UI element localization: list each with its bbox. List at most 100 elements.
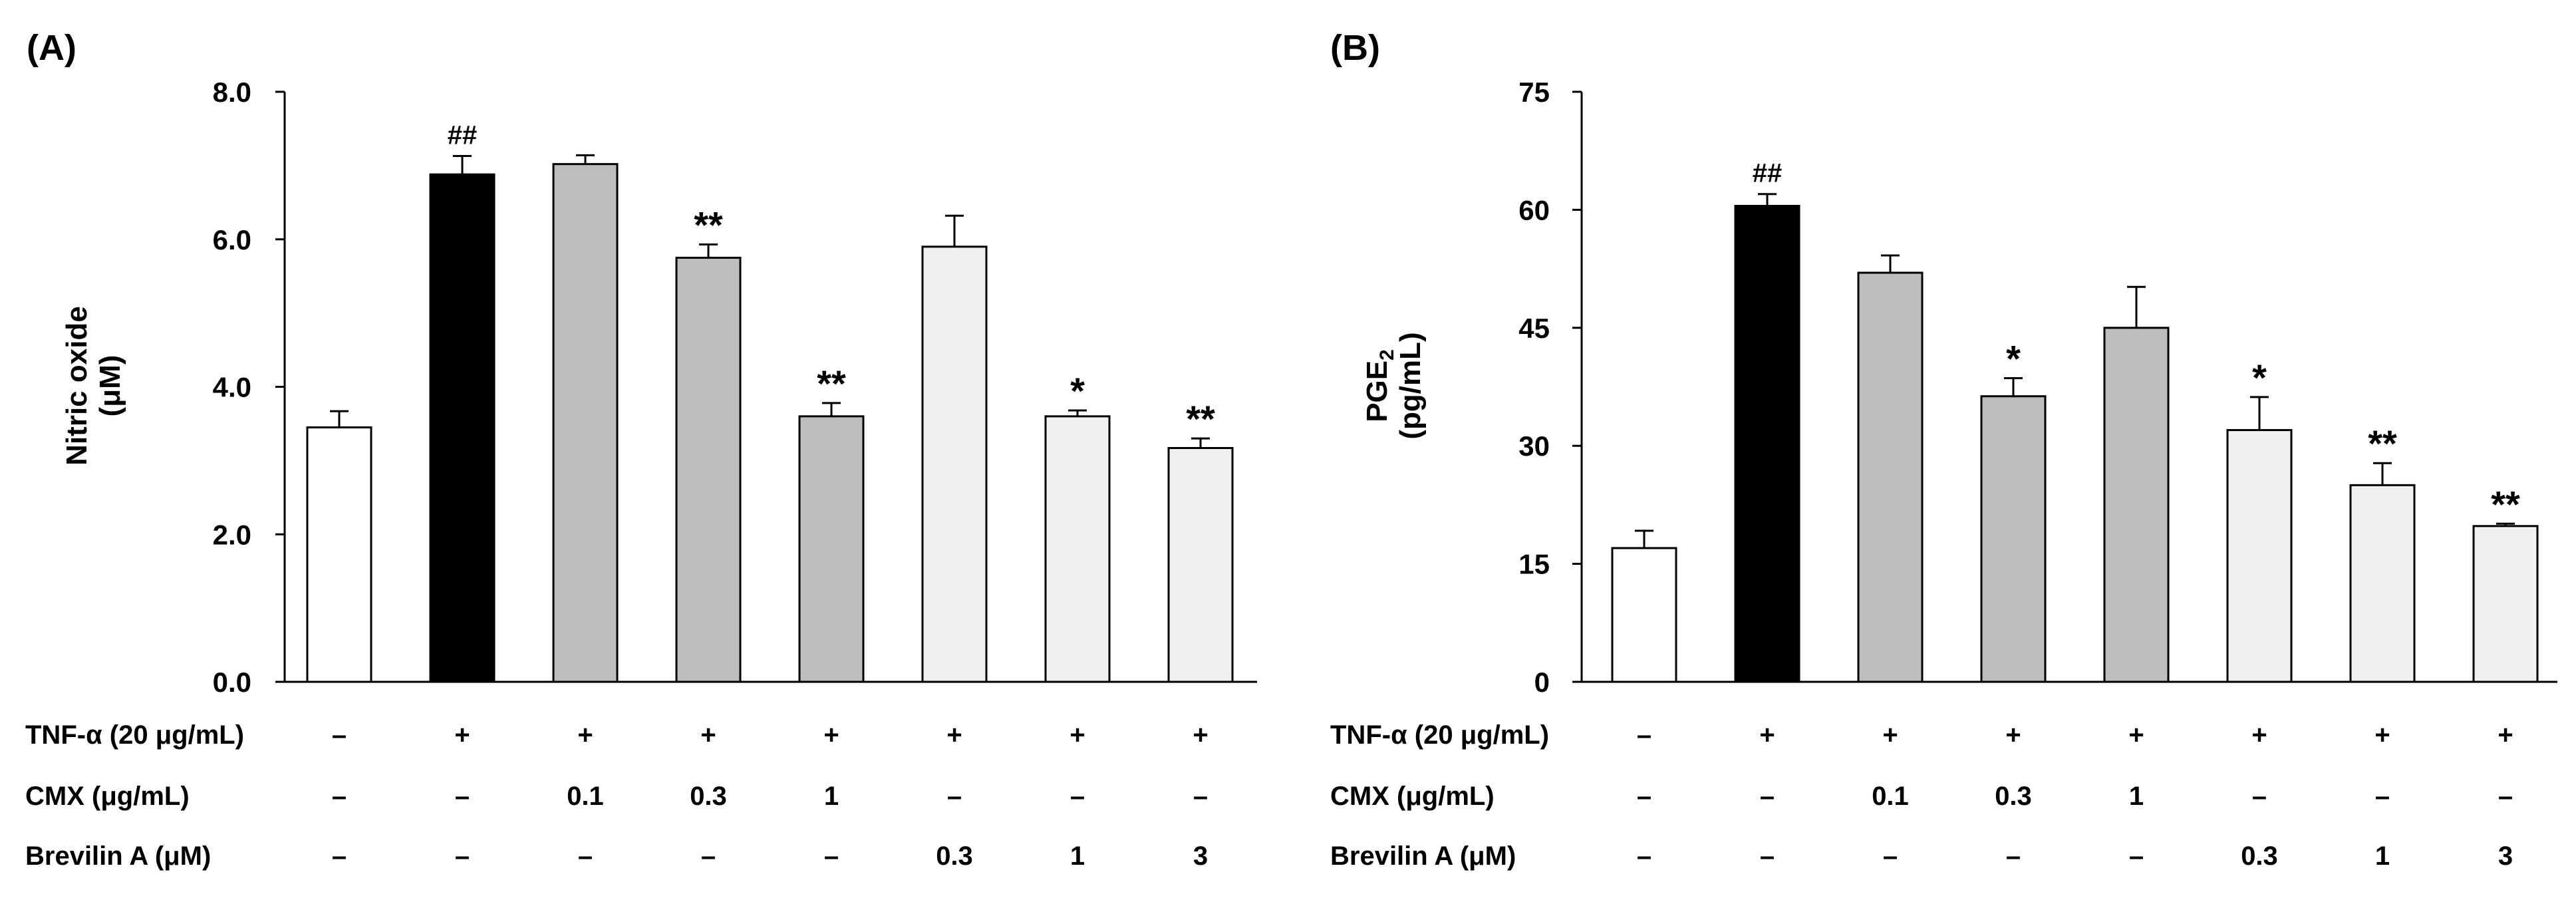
- panel-b-y-tick-label: 45: [1518, 313, 1550, 344]
- panel-a-condition-value: +: [577, 720, 593, 750]
- panel-a-condition-value: –: [1070, 782, 1085, 811]
- panel-a-bar: [429, 173, 496, 683]
- panel-a-condition-value: –: [455, 841, 470, 871]
- panel-b-condition-value: +: [2374, 720, 2390, 750]
- panel-a-y-tick-label: 8.0: [213, 76, 251, 108]
- panel-a-y-tick-label: 2.0: [213, 519, 251, 550]
- panel-a-bar: [798, 415, 865, 683]
- panel-b-significance-label: **: [2491, 483, 2520, 525]
- y-axis-title-subscript: 2: [1376, 349, 1398, 361]
- panel-b-condition-value: +: [2005, 720, 2021, 750]
- panel-b-bar: [2226, 429, 2293, 683]
- panel-a-condition-value: +: [946, 720, 962, 750]
- panel-a-condition-value: +: [823, 720, 839, 750]
- panel-b-condition-value: –: [2006, 841, 2021, 871]
- panel-a-condition-value: –: [947, 782, 962, 811]
- panel-b-y-tick-label: 75: [1518, 76, 1550, 108]
- panel-b-condition-label: TNF-α (20 μg/mL): [1330, 720, 1549, 750]
- panel-a-condition-value: +: [1193, 720, 1208, 750]
- panel-b-significance-label: **: [2368, 422, 2397, 464]
- panel-b-condition-value: 0.1: [1872, 782, 1909, 811]
- panel-b-condition-value: 3: [2498, 841, 2513, 871]
- panel-b-condition-value: –: [1637, 782, 1651, 811]
- panel-b-condition-value: –: [1760, 841, 1775, 871]
- panel-a-significance-label: **: [1186, 398, 1215, 440]
- panel-b-bar: [1857, 271, 1924, 683]
- panel-b-condition-value: +: [2498, 720, 2513, 750]
- panel-a-y-tick-label: 6.0: [213, 224, 251, 255]
- panel-b-condition-value: +: [2128, 720, 2144, 750]
- panel-b-bar: [2472, 525, 2539, 683]
- y-axis-title-line1: PGE: [1361, 361, 1393, 422]
- panel-a-condition-value: +: [700, 720, 716, 750]
- panel-b-y-axis-title: PGE2(pg/mL): [1361, 332, 1427, 439]
- panel-b-condition-value: –: [2375, 782, 2390, 811]
- panel-a-y-tick-label: 0.0: [213, 667, 251, 698]
- panel-a-condition-value: –: [701, 841, 716, 871]
- panel-a-condition-value: 0.1: [567, 782, 604, 811]
- panel-b-significance-label: ##: [1753, 159, 1783, 188]
- panel-a-label: (A): [27, 28, 76, 68]
- panel-b-bar: [2103, 327, 2170, 683]
- panel-a-condition-value: 1: [1070, 841, 1085, 871]
- panel-b-condition-value: 0.3: [1995, 782, 2032, 811]
- panel-a-bar: [306, 426, 372, 683]
- panel-a-condition-label: CMX (μg/mL): [25, 782, 190, 811]
- y-axis-title-line2: (μM): [94, 355, 126, 417]
- panel-a-condition-value: –: [824, 841, 839, 871]
- panel-b-bar: [1734, 204, 1800, 683]
- panel-a-nitric-oxide-chart: (A)Nitric oxide(μM)0.02.04.06.08.0##****…: [25, 28, 1257, 871]
- y-axis-title-line1: Nitric oxide: [61, 306, 93, 466]
- panel-a-bar: [675, 256, 742, 683]
- panel-b-condition-label: CMX (μg/mL): [1330, 782, 1495, 811]
- panel-a-condition-value: –: [332, 841, 347, 871]
- panel-b-label: (B): [1330, 28, 1380, 68]
- panel-a-bar: [552, 163, 619, 683]
- panel-a-condition-value: +: [1070, 720, 1085, 750]
- panel-b-condition-value: –: [1760, 782, 1775, 811]
- panel-a-condition-value: –: [332, 782, 347, 811]
- panel-b-significance-label: *: [2006, 337, 2021, 379]
- panel-a-y-tick-label: 4.0: [213, 372, 251, 403]
- panel-b-condition-value: 1: [2375, 841, 2390, 871]
- panel-a-y-axis-title: Nitric oxide(μM): [61, 306, 126, 466]
- panel-b-condition-value: +: [1759, 720, 1775, 750]
- panel-a-condition-label: Brevilin A (μM): [25, 841, 211, 871]
- panel-a-condition-label: TNF-α (20 μg/mL): [25, 720, 244, 750]
- panel-a-bar: [1044, 415, 1111, 683]
- panel-a-significance-label: *: [1070, 370, 1085, 412]
- panel-a-condition-value: 0.3: [690, 782, 727, 811]
- y-axis-title-line2: (pg/mL): [1394, 332, 1427, 439]
- panel-b-condition-value: +: [1882, 720, 1898, 750]
- panel-b-y-tick-label: 15: [1518, 549, 1550, 580]
- panel-a-significance-label: **: [694, 204, 723, 246]
- panel-b-condition-value: –: [2498, 782, 2513, 811]
- panel-a-condition-value: –: [455, 782, 470, 811]
- panel-b-condition-value: –: [2252, 782, 2267, 811]
- panel-b-condition-label: Brevilin A (μM): [1330, 841, 1516, 871]
- panel-a-condition-value: 0.3: [936, 841, 973, 871]
- panel-a-bar: [921, 245, 988, 683]
- panel-a-condition-value: –: [332, 720, 347, 750]
- panel-a-significance-label: **: [817, 363, 846, 404]
- panel-b-bar: [2349, 484, 2416, 683]
- panel-b-condition-value: 0.3: [2241, 841, 2278, 871]
- panel-b-significance-label: *: [2252, 357, 2267, 398]
- panel-b-y-tick-label: 30: [1518, 430, 1550, 462]
- panel-b-condition-value: –: [1883, 841, 1898, 871]
- panel-a-condition-value: –: [1193, 782, 1208, 811]
- panel-b-condition-value: –: [1637, 720, 1651, 750]
- panel-a-bar: [1167, 447, 1234, 683]
- panel-a-condition-value: –: [578, 841, 593, 871]
- panel-b-condition-value: +: [2251, 720, 2267, 750]
- panel-b-bar: [1980, 395, 2047, 683]
- panel-a-condition-value: +: [454, 720, 470, 750]
- panel-b-condition-value: –: [1637, 841, 1651, 871]
- panel-b-bar: [1611, 547, 1677, 683]
- panel-a-condition-value: 1: [824, 782, 839, 811]
- panel-a-condition-value: 3: [1193, 841, 1208, 871]
- panel-b-y-tick-label: 60: [1518, 194, 1550, 226]
- panel-a-significance-label: ##: [448, 120, 478, 150]
